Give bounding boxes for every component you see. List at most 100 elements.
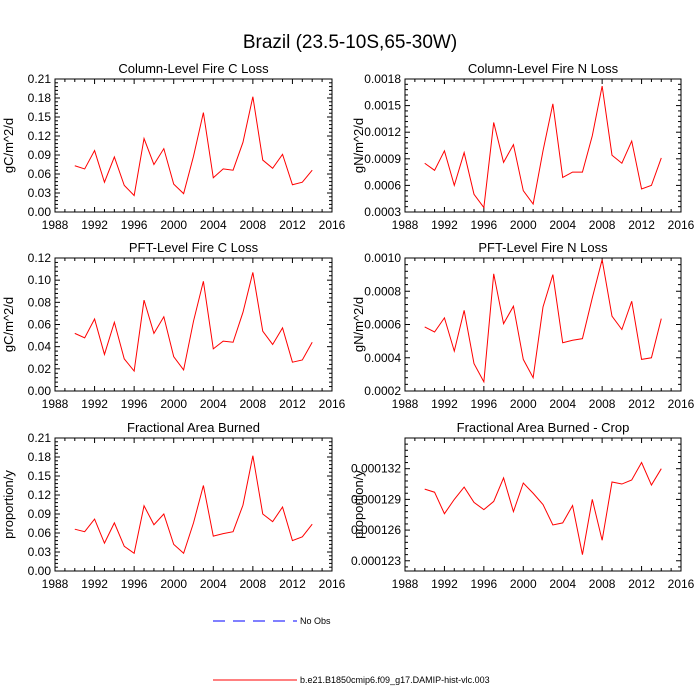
chart-1-xtick-label: 2012	[279, 218, 306, 232]
chart-3-xtick-label: 1988	[42, 397, 69, 411]
chart-3-ytick-label: 0.12	[28, 251, 52, 265]
chart-1-ytick-label: 0.06	[28, 167, 52, 181]
chart-2-title: Column-Level Fire N Loss	[468, 61, 619, 76]
chart-2-frame	[404, 78, 682, 213]
chart-4-xtick-label: 1988	[392, 397, 419, 411]
chart-4-ytick-label: 0.0008	[364, 284, 401, 298]
chart-5-xtick-label: 1996	[121, 577, 148, 591]
chart-2-ytick-label: 0.0015	[364, 99, 401, 113]
chart-3-xtick-label: 2008	[240, 397, 267, 411]
chart-1-ytick-label: 0.00	[28, 205, 52, 219]
chart-5-xtick-label: 1988	[42, 577, 69, 591]
chart-5-xtick-label: 2000	[160, 577, 187, 591]
chart-6-ytick-label: 0.000123	[351, 554, 401, 568]
chart-6: 1988 1992 1996 2000 2004 2008 2012 2016 0.000123…	[351, 420, 695, 591]
chart-4-xtick-label: 2008	[589, 397, 616, 411]
chart-1-ytick-label: 0.12	[28, 129, 52, 143]
chart-4-xtick-label: 2012	[628, 397, 655, 411]
chart-5-ytick-label: 0.18	[28, 450, 52, 464]
chart-2-ytick-label: 0.0006	[364, 178, 401, 192]
chart-4-xtick-label: 1996	[471, 397, 498, 411]
chart-2-xtick-label: 2016	[668, 218, 695, 232]
chart-1-title: Column-Level Fire C Loss	[118, 61, 269, 76]
chart-5: 1988 1992 1996 2000 2004 2008 2012 2016 0.00 0.03…	[1, 420, 346, 591]
chart-1-ytick-label: 0.21	[28, 72, 52, 86]
chart-2-ylabel: gN/m^2/d	[351, 118, 366, 173]
chart-3-series-line	[74, 272, 313, 373]
chart-6-ylabel: proportion/y	[351, 470, 366, 539]
chart-4-ytick-label: 0.0006	[364, 318, 401, 332]
chart-3-xtick-label: 1996	[121, 397, 148, 411]
legend: No Obs b.e21.B1850cmip6.f09_g17.DAMIP-hi…	[213, 616, 490, 685]
chart-2-xtick-label: 2000	[510, 218, 537, 232]
chart-3-xtick-label: 2004	[200, 397, 227, 411]
chart-1-xtick-label: 2016	[319, 218, 346, 232]
chart-6-xtick-label: 2004	[549, 577, 576, 591]
chart-4-ytick-label: 0.0004	[364, 351, 401, 365]
chart-3-ytick-label: 0.10	[28, 273, 52, 287]
legend-label-model: b.e21.B1850cmip6.f09_g17.DAMIP-hist-vlc.…	[300, 675, 490, 685]
chart-3-xtick-label: 1992	[81, 397, 108, 411]
chart-1-series-line	[74, 96, 313, 197]
chart-6-xtick-label: 1996	[471, 577, 498, 591]
chart-3-ytick-label: 0.04	[28, 340, 52, 354]
chart-5-ytick-label: 0.06	[28, 526, 52, 540]
chart-1-ytick-label: 0.15	[28, 110, 52, 124]
chart-3-ytick-label: 0.08	[28, 295, 52, 309]
chart-6-xtick-label: 2008	[589, 577, 616, 591]
chart-6-title: Fractional Area Burned - Crop	[457, 420, 630, 435]
chart-2-ytick-label: 0.0009	[364, 152, 401, 166]
chart-5-title: Fractional Area Burned	[127, 420, 260, 435]
chart-4-xtick-label: 2004	[549, 397, 576, 411]
chart-4-xtick-label: 1992	[431, 397, 458, 411]
chart-2-xtick-label: 2008	[589, 218, 616, 232]
chart-2-xtick-label: 2004	[549, 218, 576, 232]
chart-3-ylabel: gC/m^2/d	[1, 297, 16, 352]
chart-5-ytick-label: 0.21	[28, 431, 52, 445]
chart-2-xtick-label: 1988	[392, 218, 419, 232]
chart-6-xtick-label: 1992	[431, 577, 458, 591]
chart-4-ytick-label: 0.0002	[364, 384, 401, 398]
chart-1-ytick-label: 0.18	[28, 91, 52, 105]
chart-4-xtick-label: 2000	[510, 397, 537, 411]
chart-1-xtick-label: 2000	[160, 218, 187, 232]
chart-2-xtick-label: 1992	[431, 218, 458, 232]
chart-6-series-line	[424, 461, 662, 555]
chart-2-xtick-label: 1996	[471, 218, 498, 232]
chart-6-ytick-label: 0.000132	[351, 462, 401, 476]
chart-3-xtick-label: 2000	[160, 397, 187, 411]
figure-title: Brazil (23.5-10S,65-30W)	[243, 32, 457, 53]
legend-label-no-obs: No Obs	[300, 616, 331, 626]
chart-1-ytick-label: 0.09	[28, 148, 52, 162]
chart-5-series-line	[74, 455, 313, 555]
chart-5-ytick-label: 0.09	[28, 507, 52, 521]
chart-6-xtick-label: 2000	[510, 577, 537, 591]
chart-2-ytick-label: 0.0003	[364, 205, 401, 219]
chart-1-ylabel: gC/m^2/d	[1, 118, 16, 173]
chart-3-xtick-label: 2012	[279, 397, 306, 411]
chart-3-ytick-label: 0.00	[28, 384, 52, 398]
chart-3-title: PFT-Level Fire C Loss	[129, 240, 259, 255]
chart-1-frame	[54, 78, 333, 213]
chart-3-ytick-label: 0.02	[28, 362, 52, 376]
chart-4-title: PFT-Level Fire N Loss	[478, 240, 608, 255]
chart-1-xtick-label: 1988	[42, 218, 69, 232]
chart-4-ylabel: gN/m^2/d	[351, 297, 366, 352]
chart-6-ytick-label: 0.000126	[351, 523, 401, 537]
chart-3: 1988 1992 1996 2000 2004 2008 2012 2016 0.00 0.02…	[1, 240, 346, 411]
chart-1-xtick-label: 1996	[121, 218, 148, 232]
chart-5-ylabel: proportion/y	[1, 470, 16, 539]
chart-4: 1988 1992 1996 2000 2004 2008 2012 2016 0.0002 0.…	[351, 240, 695, 411]
chart-1-xtick-label: 2008	[240, 218, 267, 232]
chart-1-xtick-label: 1992	[81, 218, 108, 232]
chart-2-series-line	[424, 85, 662, 209]
chart-4-ytick-label: 0.0010	[364, 251, 401, 265]
chart-6-xtick-label: 2016	[668, 577, 695, 591]
chart-5-xtick-label: 2016	[319, 577, 346, 591]
chart-5-ytick-label: 0.03	[28, 545, 52, 559]
chart-1-ytick-label: 0.03	[28, 186, 52, 200]
chart-5-xtick-label: 2008	[240, 577, 267, 591]
chart-2-xtick-label: 2012	[628, 218, 655, 232]
chart-5-frame	[54, 437, 333, 572]
chart-2-ytick-label: 0.0018	[364, 72, 401, 86]
